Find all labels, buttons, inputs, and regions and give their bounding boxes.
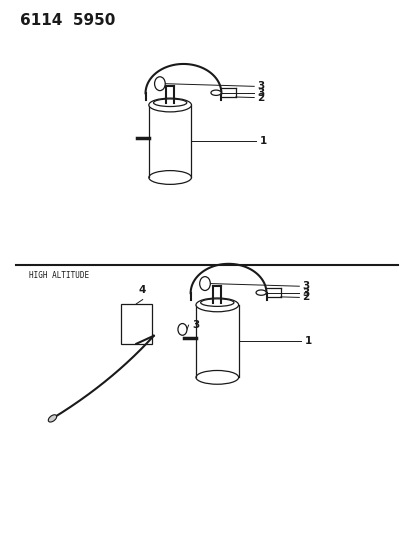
Circle shape [154, 77, 165, 91]
Ellipse shape [148, 98, 191, 112]
Text: 1: 1 [304, 336, 311, 346]
Text: 2: 2 [257, 93, 264, 102]
Ellipse shape [48, 415, 56, 422]
Circle shape [199, 277, 210, 290]
Text: 3: 3 [302, 288, 309, 297]
Text: 3: 3 [191, 320, 199, 330]
Ellipse shape [153, 99, 187, 107]
Bar [121, 304, 151, 344]
Circle shape [178, 324, 187, 335]
Ellipse shape [200, 299, 234, 306]
Text: 2: 2 [302, 293, 309, 302]
Text: 3: 3 [257, 88, 264, 98]
Text: 3: 3 [302, 281, 309, 291]
Text: 1: 1 [259, 136, 266, 146]
Text: 4: 4 [139, 285, 146, 295]
Ellipse shape [255, 290, 266, 295]
Text: 3: 3 [257, 82, 264, 91]
Text: 6114  5950: 6114 5950 [20, 13, 116, 28]
Text: HIGH ALTITUDE: HIGH ALTITUDE [29, 271, 89, 280]
Ellipse shape [211, 90, 221, 95]
Ellipse shape [196, 298, 238, 312]
